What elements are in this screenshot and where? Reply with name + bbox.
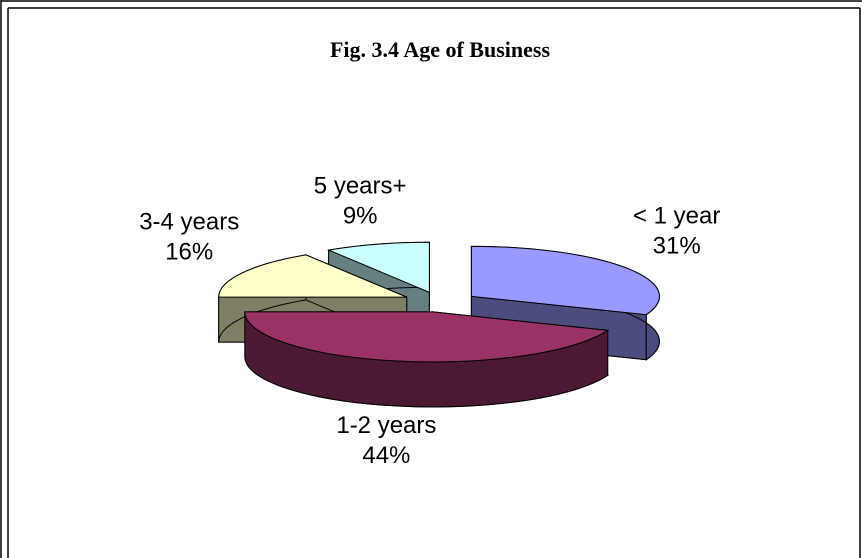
pie: < 1 year 31% 1-2 years 44% 3-4 years 16% 5 yea… <box>139 172 720 469</box>
slice-value-label: 9% <box>343 202 378 229</box>
slice-label: < 1 year <box>633 203 720 230</box>
slice-label: 5 years+ <box>314 172 407 199</box>
slice-label: 1-2 years <box>336 412 436 439</box>
slice-top <box>244 311 610 363</box>
slice-top <box>470 245 660 316</box>
slice-value-label: 16% <box>165 239 213 266</box>
chart-title: Fig. 3.4 Age of Business <box>330 37 550 62</box>
slice-label: 3-4 years <box>139 209 239 236</box>
slice-top <box>218 254 407 298</box>
slice-value-label: 31% <box>653 233 701 260</box>
slice-top <box>326 241 430 294</box>
slice-value-label: 44% <box>362 442 410 469</box>
slice <box>244 311 610 408</box>
